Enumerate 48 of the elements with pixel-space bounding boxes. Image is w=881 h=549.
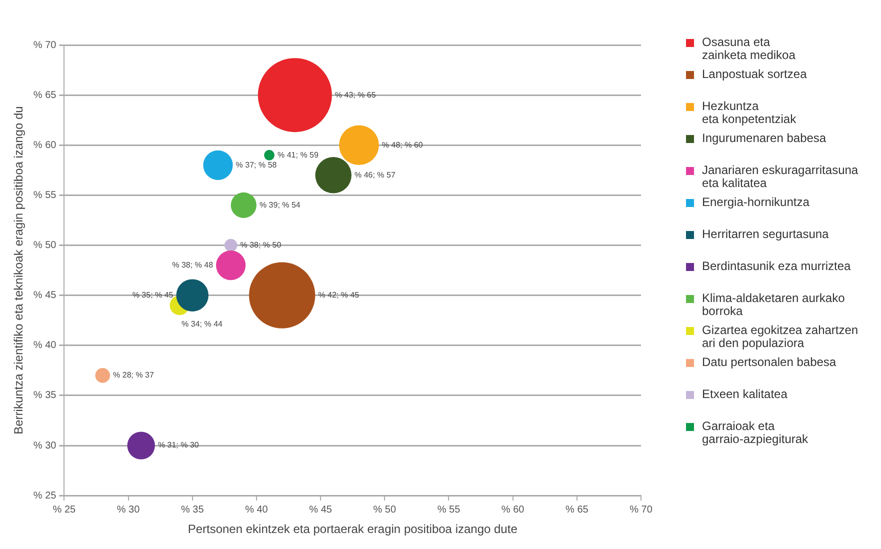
- legend-label: Hezkuntza eta konpetentziak: [702, 99, 796, 126]
- y-axis-title: Berrikuntza zientifiko eta teknikoak eragin positiboa izango du: [12, 106, 26, 434]
- data-label: % 46; % 57: [354, 170, 396, 180]
- x-tick-label: % 60: [501, 504, 525, 516]
- x-tick-label: % 25: [52, 504, 76, 516]
- data-label: % 41; % 59: [278, 150, 319, 160]
- data-label: % 43; % 65: [334, 90, 376, 100]
- legend-label: Osasuna eta zainketa medikoa: [702, 35, 796, 62]
- data-label: % 39; % 54: [259, 200, 301, 210]
- legend-label: Klima-aldaketaren aurkako borroka: [702, 291, 845, 318]
- data-label: % 37; % 58: [236, 160, 278, 170]
- x-tick-label: % 55: [437, 504, 461, 516]
- y-tick-label: % 45: [33, 290, 57, 302]
- y-tick-label: % 40: [33, 340, 57, 352]
- legend-label: Gizartea egokitzea zahartzen ari den populaziora: [702, 323, 858, 350]
- x-tick-label: % 35: [180, 504, 204, 516]
- legend-label: Berdintasunik eza murriztea: [702, 259, 851, 273]
- x-tick-label: % 50: [373, 504, 396, 516]
- legend-label: Lanpostuak sortzea: [702, 67, 807, 81]
- y-tick-label: % 55: [33, 190, 57, 201]
- legend-label: Herritarren segurtasuna: [702, 227, 829, 241]
- legend-label: Energia-hornikuntza: [702, 195, 810, 209]
- y-tick-label: % 35: [33, 390, 57, 402]
- x-axis-title: Pertsonen ekintzek eta portaerak eragin positiboa izango dute: [188, 522, 518, 536]
- data-label: % 38; % 48: [172, 260, 214, 270]
- data-label: % 31; % 30: [158, 440, 200, 450]
- legend-label: Datu pertsonalen babesa: [702, 355, 836, 369]
- legend-label: Garraioak eta garraio-azpiegiturak: [702, 419, 808, 446]
- x-tick-label: % 40: [245, 504, 268, 516]
- x-tick-label: % 30: [116, 504, 140, 516]
- data-label: % 38; % 50: [240, 240, 282, 250]
- y-tick-label: % 65: [33, 90, 57, 101]
- legend-label: Ingurumenaren babesa: [702, 131, 826, 145]
- legend-label: Etxeen kalitatea: [702, 387, 788, 401]
- data-label: % 48; % 60: [382, 140, 424, 150]
- y-tick-label: % 25: [33, 490, 57, 502]
- x-tick-label: % 70: [630, 504, 653, 516]
- x-tick-label: % 65: [566, 504, 589, 516]
- x-tick-label: % 45: [309, 504, 332, 516]
- data-label: % 42; % 45: [318, 290, 360, 300]
- data-label: % 34; % 44: [182, 319, 224, 328]
- y-tick-label: % 50: [33, 240, 57, 252]
- data-label: % 28; % 37: [113, 370, 155, 380]
- y-tick-label: % 60: [33, 140, 57, 151]
- y-tick-label: % 70: [33, 40, 57, 51]
- legend-label: Janariaren eskuragarritasuna eta kalitatea: [702, 163, 858, 190]
- data-label: % 35; % 45: [132, 290, 174, 300]
- y-tick-label: % 30: [33, 440, 57, 452]
